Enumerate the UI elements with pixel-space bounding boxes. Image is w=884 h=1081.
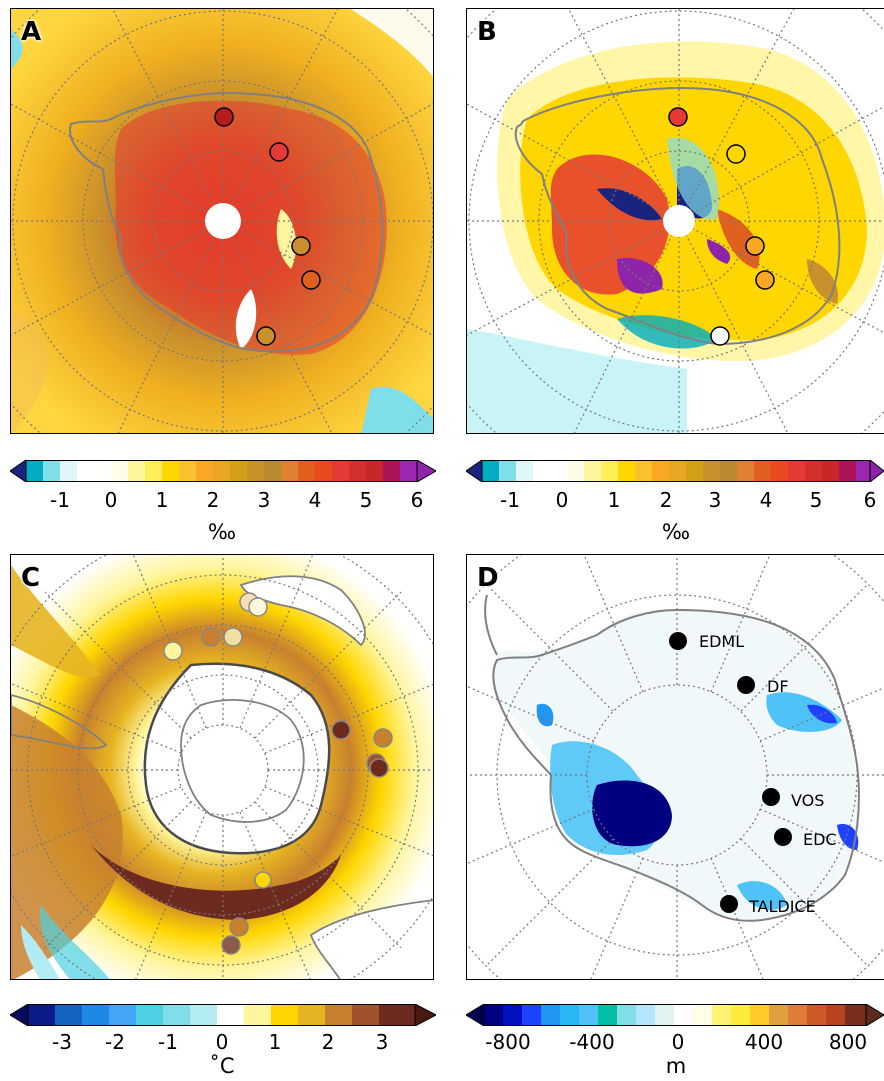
graticule (11, 555, 433, 979)
colorbar-b-ticks: -1 0 1 2 3 4 5 6 (466, 488, 884, 514)
tick: 3 (708, 488, 722, 512)
tick: 800 (828, 1030, 868, 1054)
tick: -2 (105, 1030, 125, 1054)
tick: 3 (257, 488, 271, 512)
graticule (11, 9, 433, 433)
colorbar-d-unit: m (665, 1054, 687, 1078)
panel-b-label: B (477, 17, 497, 47)
tick: 1 (155, 488, 169, 512)
pole-hole (205, 203, 241, 239)
panel-d: EDML DF VOS EDC TALDICE D (466, 554, 884, 980)
tick: 4 (759, 488, 773, 512)
tick: 5 (359, 488, 373, 512)
panel-a: A (10, 8, 434, 434)
tick: -1 (500, 488, 520, 512)
tick: 400 (744, 1030, 784, 1054)
tick: 0 (671, 1030, 685, 1054)
site-markers (214, 107, 321, 346)
pole-hole (663, 205, 695, 237)
south-america-coast (11, 694, 108, 750)
panel-c-label: C (21, 563, 41, 593)
colorbar-a (10, 460, 436, 482)
map-b (467, 9, 884, 433)
tick: 5 (809, 488, 823, 512)
colorbar-d (466, 1004, 884, 1026)
coastline (69, 92, 384, 353)
tick: 0 (555, 488, 569, 512)
panel-a-label: A (21, 17, 42, 47)
site-label-taldice: TALDICE (748, 897, 816, 916)
proxy-markers (163, 592, 393, 955)
colorbar-b-unit: ‰ (661, 520, 691, 544)
colorbar-a-ticks: -1 0 1 2 3 4 5 6 (10, 488, 436, 514)
warm-anomaly-west (11, 705, 123, 979)
ocean-negative (467, 329, 687, 433)
panel-b: B (466, 8, 884, 434)
warm-anomaly-south (91, 845, 341, 920)
map-d: EDML DF VOS EDC TALDICE (467, 555, 884, 979)
panel-c: C (10, 554, 434, 980)
tick: 2 (321, 1030, 335, 1054)
map-a (11, 9, 433, 433)
tick: 2 (659, 488, 673, 512)
colorbar-c-unit: ˚C (209, 1054, 235, 1078)
colorbar-c (10, 1004, 436, 1026)
tick: -400 (569, 1030, 615, 1054)
africa-coast (239, 575, 366, 647)
tick: 0 (104, 488, 118, 512)
antarctica-coast (180, 699, 305, 823)
site-label-df: DF (767, 677, 789, 696)
elev-lowest-region (592, 780, 672, 847)
tick: -3 (52, 1030, 72, 1054)
site-label-edc: EDC (803, 830, 837, 849)
site-markers (669, 632, 792, 913)
tick: 2 (206, 488, 220, 512)
tick: -1 (50, 488, 70, 512)
tick: -1 (158, 1030, 178, 1054)
tick: -800 (485, 1030, 531, 1054)
colorbar-c-ticks: -3 -2 -1 0 1 2 3 (10, 1030, 436, 1056)
colorbar-b (466, 460, 884, 482)
tick: 1 (268, 1030, 282, 1054)
site-label-vos: VOS (791, 791, 824, 810)
tick: 1 (607, 488, 621, 512)
graticule (467, 9, 884, 433)
tick: 0 (215, 1030, 229, 1054)
colorbar-d-ticks: -800 -400 0 400 800 (466, 1030, 884, 1056)
panel-d-label: D (477, 563, 499, 593)
australia-coast (309, 899, 433, 979)
site-markers (668, 107, 775, 346)
graticule (467, 555, 884, 979)
map-c (11, 555, 433, 979)
tick: 4 (308, 488, 322, 512)
coastline (492, 608, 860, 922)
tick: 3 (375, 1030, 389, 1054)
tick: 6 (863, 488, 877, 512)
colorbar-a-unit: ‰ (207, 520, 237, 544)
tick: 6 (410, 488, 424, 512)
site-label-edml: EDML (699, 632, 744, 651)
